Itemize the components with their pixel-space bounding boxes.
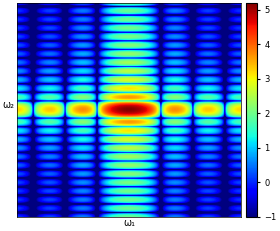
Y-axis label: ω₂: ω₂: [3, 100, 15, 110]
X-axis label: ω₁: ω₁: [123, 218, 135, 228]
